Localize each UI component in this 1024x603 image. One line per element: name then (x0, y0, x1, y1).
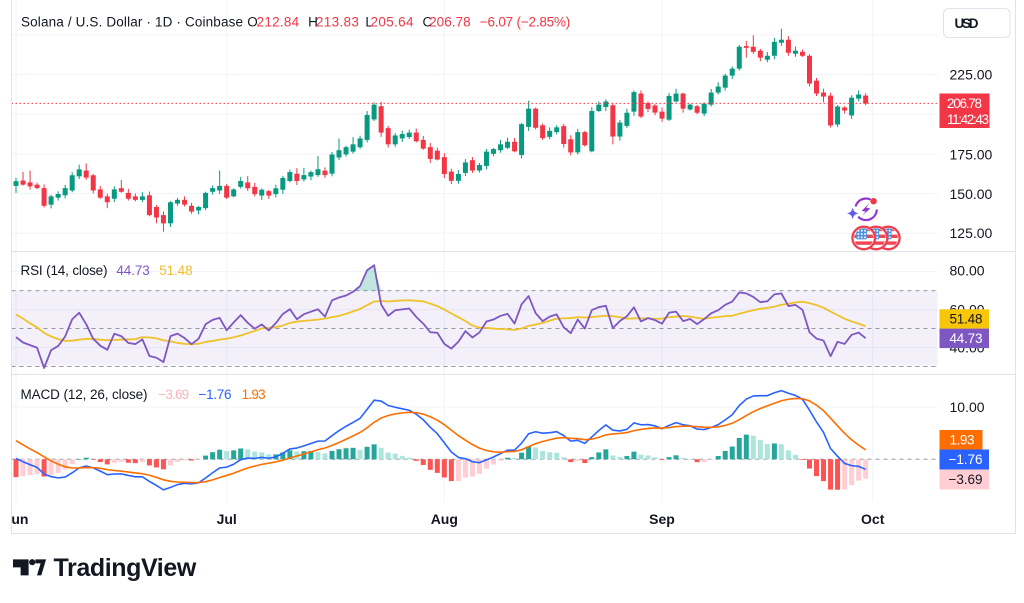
svg-text:11:42:43: 11:42:43 (947, 112, 989, 127)
svg-text:206.78: 206.78 (947, 96, 982, 111)
svg-text:−6.07 (−2.85%): −6.07 (−2.85%) (480, 14, 571, 29)
svg-text:125.00: 125.00 (950, 225, 993, 241)
svg-text:RSI (14, close): RSI (14, close) (21, 263, 108, 278)
svg-text:51.48: 51.48 (159, 263, 192, 278)
svg-text:Jun: Jun (4, 511, 29, 527)
svg-text:213.83: 213.83 (316, 14, 359, 29)
svg-text:−1.76: −1.76 (949, 452, 983, 467)
svg-text:L: L (365, 14, 373, 29)
svg-text:−1.76: −1.76 (199, 387, 232, 402)
svg-text:80.00: 80.00 (950, 263, 985, 279)
svg-text:225.00: 225.00 (950, 67, 993, 83)
svg-text:−3.69: −3.69 (949, 472, 983, 487)
svg-text:MACD (12, 26, close): MACD (12, 26, close) (21, 387, 148, 402)
svg-text:1.93: 1.93 (242, 387, 266, 402)
svg-text:51.48: 51.48 (950, 312, 983, 327)
svg-text:1.93: 1.93 (950, 433, 975, 448)
svg-text:44.73: 44.73 (950, 331, 983, 346)
svg-text:O: O (247, 14, 258, 29)
svg-text:205.64: 205.64 (371, 14, 414, 29)
svg-text:Aug: Aug (431, 511, 458, 527)
svg-text:Jul: Jul (217, 511, 237, 527)
svg-text:TradingView: TradingView (54, 554, 197, 582)
svg-text:10.00: 10.00 (950, 399, 985, 415)
svg-text:212.84: 212.84 (257, 14, 300, 29)
svg-text:Oct: Oct (861, 511, 885, 527)
svg-text:175.00: 175.00 (950, 147, 993, 163)
svg-text:206.78: 206.78 (429, 14, 471, 29)
svg-text:Sep: Sep (649, 511, 675, 527)
svg-text:150.00: 150.00 (950, 186, 993, 202)
svg-text:Solana / U.S. Dollar · 1D · Co: Solana / U.S. Dollar · 1D · Coinbase (21, 14, 243, 29)
svg-text:H: H (308, 14, 318, 29)
svg-text:C: C (423, 14, 433, 29)
svg-text:USD: USD (955, 16, 979, 31)
svg-text:−3.69: −3.69 (158, 387, 189, 402)
svg-text:44.73: 44.73 (116, 263, 149, 278)
